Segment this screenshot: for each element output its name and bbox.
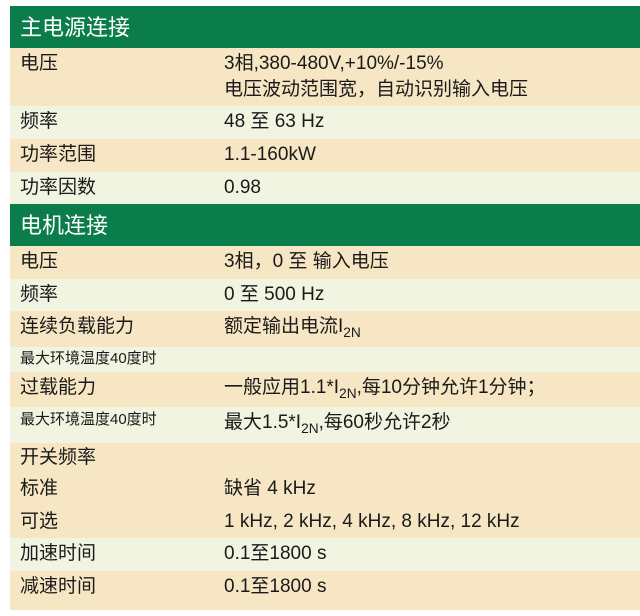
value-mains-power-range: 1.1-160kW [224, 139, 640, 172]
label-switch-freq-opt: 可选 [10, 506, 224, 539]
value-cont-load-sub: 2N [343, 325, 360, 340]
label-motor-overload: 过载能力 [10, 372, 224, 407]
value-ambient2-sub: 2N [301, 421, 318, 436]
value-mains-frequency: 48 至 63 Hz [224, 106, 640, 139]
row-motor-accel: 加速时间 0.1至1800 s [10, 538, 640, 571]
label-motor-ambient-2: 最大环境温度40度时 [10, 407, 224, 442]
section-header-motor: 电机连接 [10, 204, 640, 246]
row-mains-frequency: 频率 48 至 63 Hz [10, 106, 640, 139]
row-motor-switch-freq: 开关频率 标准 缺省 4 kHz 可选 1 kHz, 2 kHz, 4 kHz,… [10, 443, 640, 539]
label-motor-cont-load: 连续负载能力 [10, 311, 224, 346]
label-motor-voltage: 电压 [10, 246, 224, 279]
value-mains-voltage-line2: 电压波动范围宽，自动识别输入电压 [224, 79, 528, 100]
label-mains-frequency: 频率 [10, 106, 224, 139]
row-motor-ambient-2: 最大环境温度40度时 最大1.5*I2N,每60秒允许2秒 [10, 407, 640, 442]
value-motor-decel: 0.1至1800 s [224, 571, 640, 604]
value-motor-voltage: 3相，0 至 输入电压 [224, 246, 640, 279]
row-motor-voltage: 电压 3相，0 至 输入电压 [10, 246, 640, 279]
row-mains-power-range: 功率范围 1.1-160kW [10, 139, 640, 172]
label-mains-voltage: 电压 [10, 48, 224, 106]
value-motor-cont-load: 额定输出电流I2N [224, 311, 640, 346]
value-motor-accel: 0.1至1800 s [224, 538, 640, 571]
label-motor-accel: 加速时间 [10, 538, 224, 571]
row-motor-overload: 过载能力 一般应用1.1*I2N,每10分钟允许1分钟； [10, 372, 640, 407]
label-switch-freq-std: 标准 [10, 473, 224, 506]
row-motor-ambient-1: 最大环境温度40度时 [10, 347, 640, 372]
row-mains-voltage: 电压 3相,380-480V,+10%/-15% 电压波动范围宽，自动识别输入电… [10, 48, 640, 106]
value-ambient2-prefix: 最大1.5*I [224, 412, 301, 433]
label-motor-frequency: 频率 [10, 279, 224, 312]
value-switch-freq-opt: 1 kHz, 2 kHz, 4 kHz, 8 kHz, 12 kHz [224, 506, 640, 539]
label-switch-freq-header: 开关频率 [10, 443, 640, 474]
value-ambient2-suffix: ,每60秒允许2秒 [319, 412, 451, 433]
value-switch-freq-std: 缺省 4 kHz [224, 473, 640, 506]
row-switch-freq-header: 开关频率 [10, 443, 640, 474]
value-overload-suffix: ,每10分钟允许1分钟； [357, 377, 546, 398]
value-motor-overload: 一般应用1.1*I2N,每10分钟允许1分钟； [224, 372, 640, 407]
value-mains-voltage-line1: 3相,380-480V,+10%/-15% [224, 53, 444, 74]
label-motor-decel: 减速时间 [10, 571, 224, 604]
row-motor-cont-load: 连续负载能力 额定输出电流I2N [10, 311, 640, 346]
value-cont-load-prefix: 额定输出电流I [224, 316, 343, 337]
spec-table: 主电源连接 电压 3相,380-480V,+10%/-15% 电压波动范围宽，自… [10, 6, 640, 610]
row-mains-power-factor: 功率因数 0.98 [10, 172, 640, 205]
label-mains-power-range: 功率范围 [10, 139, 224, 172]
value-overload-sub: 2N [339, 386, 356, 401]
value-mains-voltage: 3相,380-480V,+10%/-15% 电压波动范围宽，自动识别输入电压 [224, 48, 640, 106]
row-motor-decel: 减速时间 0.1至1800 s [10, 571, 640, 604]
value-mains-power-factor: 0.98 [224, 172, 640, 205]
label-mains-power-factor: 功率因数 [10, 172, 224, 205]
section-header-mains: 主电源连接 [10, 6, 640, 48]
value-overload-prefix: 一般应用1.1*I [224, 377, 339, 398]
value-motor-ambient-2: 最大1.5*I2N,每60秒允许2秒 [224, 407, 640, 442]
row-switch-freq-opt: 可选 1 kHz, 2 kHz, 4 kHz, 8 kHz, 12 kHz [10, 506, 640, 539]
row-motor-frequency: 频率 0 至 500 Hz [10, 279, 640, 312]
bottom-padding [10, 604, 640, 610]
label-motor-ambient-1: 最大环境温度40度时 [10, 347, 640, 372]
row-switch-freq-std: 标准 缺省 4 kHz [10, 473, 640, 506]
value-motor-frequency: 0 至 500 Hz [224, 279, 640, 312]
